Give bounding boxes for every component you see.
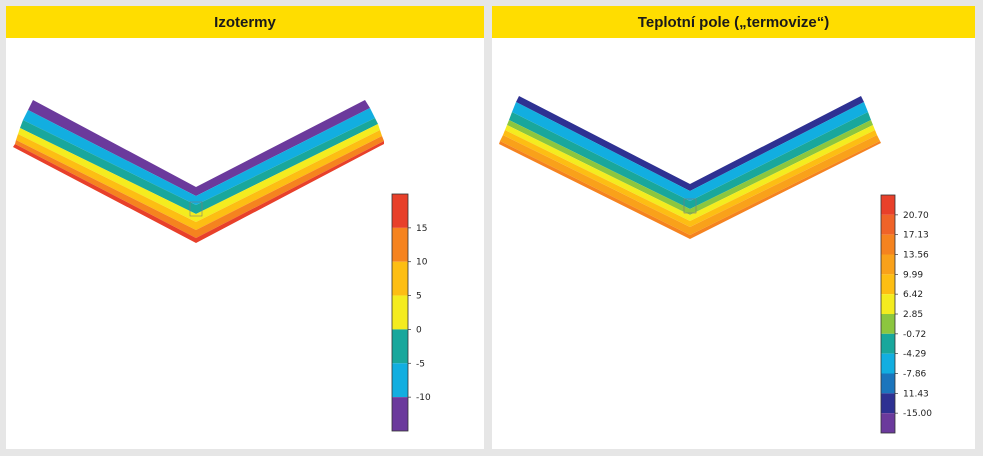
thermal-legend-label: 6.42 xyxy=(903,290,923,300)
isotherms-legend-swatch xyxy=(392,397,408,431)
thermal-legend-swatch xyxy=(881,294,895,314)
thermal-legend-swatch xyxy=(881,234,895,255)
thermal-legend-swatch xyxy=(881,373,895,394)
isotherms-legend-border xyxy=(391,193,409,432)
corner-marker xyxy=(683,198,697,214)
isotherms-legend-swatch xyxy=(392,194,408,228)
thermal-legend-label: 20.70 xyxy=(903,211,929,221)
thermal-legend-label: 13.56 xyxy=(903,251,929,261)
thermal-legend-swatch xyxy=(881,314,895,334)
isotherms-legend: 15 10 5 0 -5 -10 xyxy=(391,193,431,432)
isotherms-legend-swatch xyxy=(392,329,408,364)
thermal-field-legend: 20.70 17.13 13.56 9.99 6.42 2.85 -0.72 -4.29 -7.… xyxy=(880,194,932,434)
thermal-legend-label: 2.85 xyxy=(903,310,923,320)
thermal-legend-label: 11.43 xyxy=(903,389,929,399)
thermal-legend-swatch xyxy=(881,393,895,414)
isotherms-legend-swatch xyxy=(392,261,408,296)
isotherms-legend-label: 15 xyxy=(416,224,427,234)
thermal-legend-swatch xyxy=(881,353,895,374)
isotherms-legend-label: 0 xyxy=(416,325,422,335)
thermal-legend-swatch xyxy=(881,333,895,354)
isotherms-legend-swatch xyxy=(392,363,408,398)
thermal-legend-label: -4.29 xyxy=(903,350,927,360)
isotherms-legend-label: -5 xyxy=(416,359,425,369)
corner-marker xyxy=(189,201,203,217)
thermal-legend-swatch xyxy=(881,195,895,215)
thermal-legend-label: 9.99 xyxy=(903,270,923,280)
thermal-legend-swatch xyxy=(881,274,895,295)
thermal-legend-swatch xyxy=(881,214,895,235)
thermal-legend-label: -15.00 xyxy=(903,409,932,419)
isotherms-legend-label: -10 xyxy=(416,393,431,403)
isotherms-panel: Izotermy 15 10 5 0 -5 -10 xyxy=(6,6,484,449)
thermal-field-panel: Teplotní pole („termovize“) xyxy=(492,6,975,449)
isotherms-legend-label: 10 xyxy=(416,258,428,268)
thermal-legend-label: -7.86 xyxy=(903,370,927,380)
thermal-legend-swatch xyxy=(881,413,895,433)
isotherms-legend-swatch xyxy=(392,295,408,330)
thermal-field-diagram: 20.70 17.13 13.56 9.99 6.42 2.85 -0.72 -4.29 -7.… xyxy=(499,96,932,434)
panel-title-thermal-field: Teplotní pole („termovize“) xyxy=(492,6,975,38)
isotherms-diagram: 15 10 5 0 -5 -10 xyxy=(13,100,431,432)
panel-title-isotherms: Izotermy xyxy=(6,6,484,38)
isotherms-legend-label: 5 xyxy=(416,292,422,302)
thermal-legend-label: 17.13 xyxy=(903,231,929,241)
thermal-legend-swatch xyxy=(881,254,895,275)
thermal-legend-label: -0.72 xyxy=(903,330,926,340)
isotherms-legend-swatch xyxy=(392,227,408,262)
